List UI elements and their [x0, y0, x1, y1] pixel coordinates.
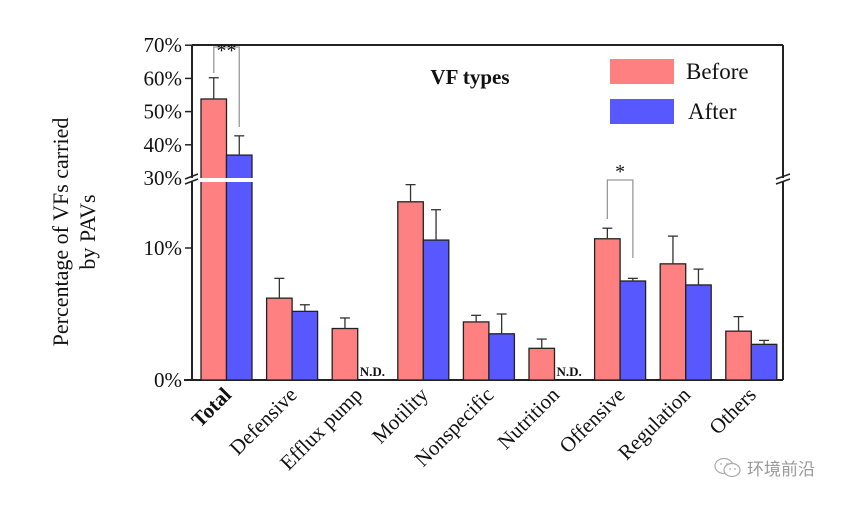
legend-label-after: After: [688, 99, 737, 124]
significance-label: *: [615, 161, 625, 183]
y-tick-label: 50%: [144, 100, 183, 124]
watermark: 环境前沿: [713, 455, 815, 480]
y-tick-label: 60%: [144, 66, 183, 90]
axis-break-mark: [184, 178, 199, 185]
chart-title: VF types: [430, 65, 509, 89]
bar-before: [528, 347, 556, 381]
bar-before: [593, 238, 621, 381]
axis-break-gap-right: [781, 178, 785, 182]
y-tick-label: 70%: [144, 33, 183, 57]
watermark-text: 环境前沿: [747, 460, 815, 480]
legend-label-before: Before: [686, 59, 749, 84]
bar-before: [462, 321, 490, 381]
bar-after: [225, 154, 253, 381]
bar-after: [685, 284, 712, 381]
not-detected-label: N.D.: [360, 364, 385, 379]
y-tick-label: 10%: [144, 236, 183, 260]
x-tick-label: Others: [704, 383, 761, 440]
bar-after: [488, 333, 516, 381]
axis-break-mark: [184, 173, 199, 180]
significance-bracket: [606, 179, 634, 258]
y-tick-label: 40%: [144, 133, 183, 157]
significance-label: **: [217, 40, 237, 62]
legend-swatch-before: [610, 59, 674, 84]
bar-after: [291, 310, 319, 381]
y-tick-label: 0%: [154, 368, 182, 392]
significance-bracket: [213, 46, 240, 127]
bar-after: [422, 239, 450, 381]
x-tick-label: Motility: [367, 382, 433, 448]
wechat-icon: [714, 457, 741, 477]
y-axis-label: Percentage of VFs carried: [48, 118, 73, 347]
bar-before: [725, 330, 752, 381]
x-tick-label: Nutrition: [493, 382, 565, 454]
bar-before: [397, 201, 424, 381]
bar-after: [619, 280, 647, 381]
x-tick-label: Regulation: [613, 382, 695, 464]
bar-after: [750, 343, 778, 381]
axis-break-mark-right: [775, 178, 791, 185]
bar-before: [265, 297, 293, 381]
x-tick-label: Total: [187, 382, 237, 432]
bar-before: [200, 98, 228, 381]
axis-break-mark-right: [775, 173, 791, 180]
y-axis-label: by PAVs: [75, 194, 100, 269]
not-detected-label: N.D.: [557, 364, 582, 379]
legend-swatch-after: [610, 99, 674, 124]
y-tick-label: 30%: [144, 166, 183, 190]
axis-break-gap: [182, 178, 253, 182]
bar-before: [331, 327, 359, 381]
bar-before: [659, 263, 687, 381]
